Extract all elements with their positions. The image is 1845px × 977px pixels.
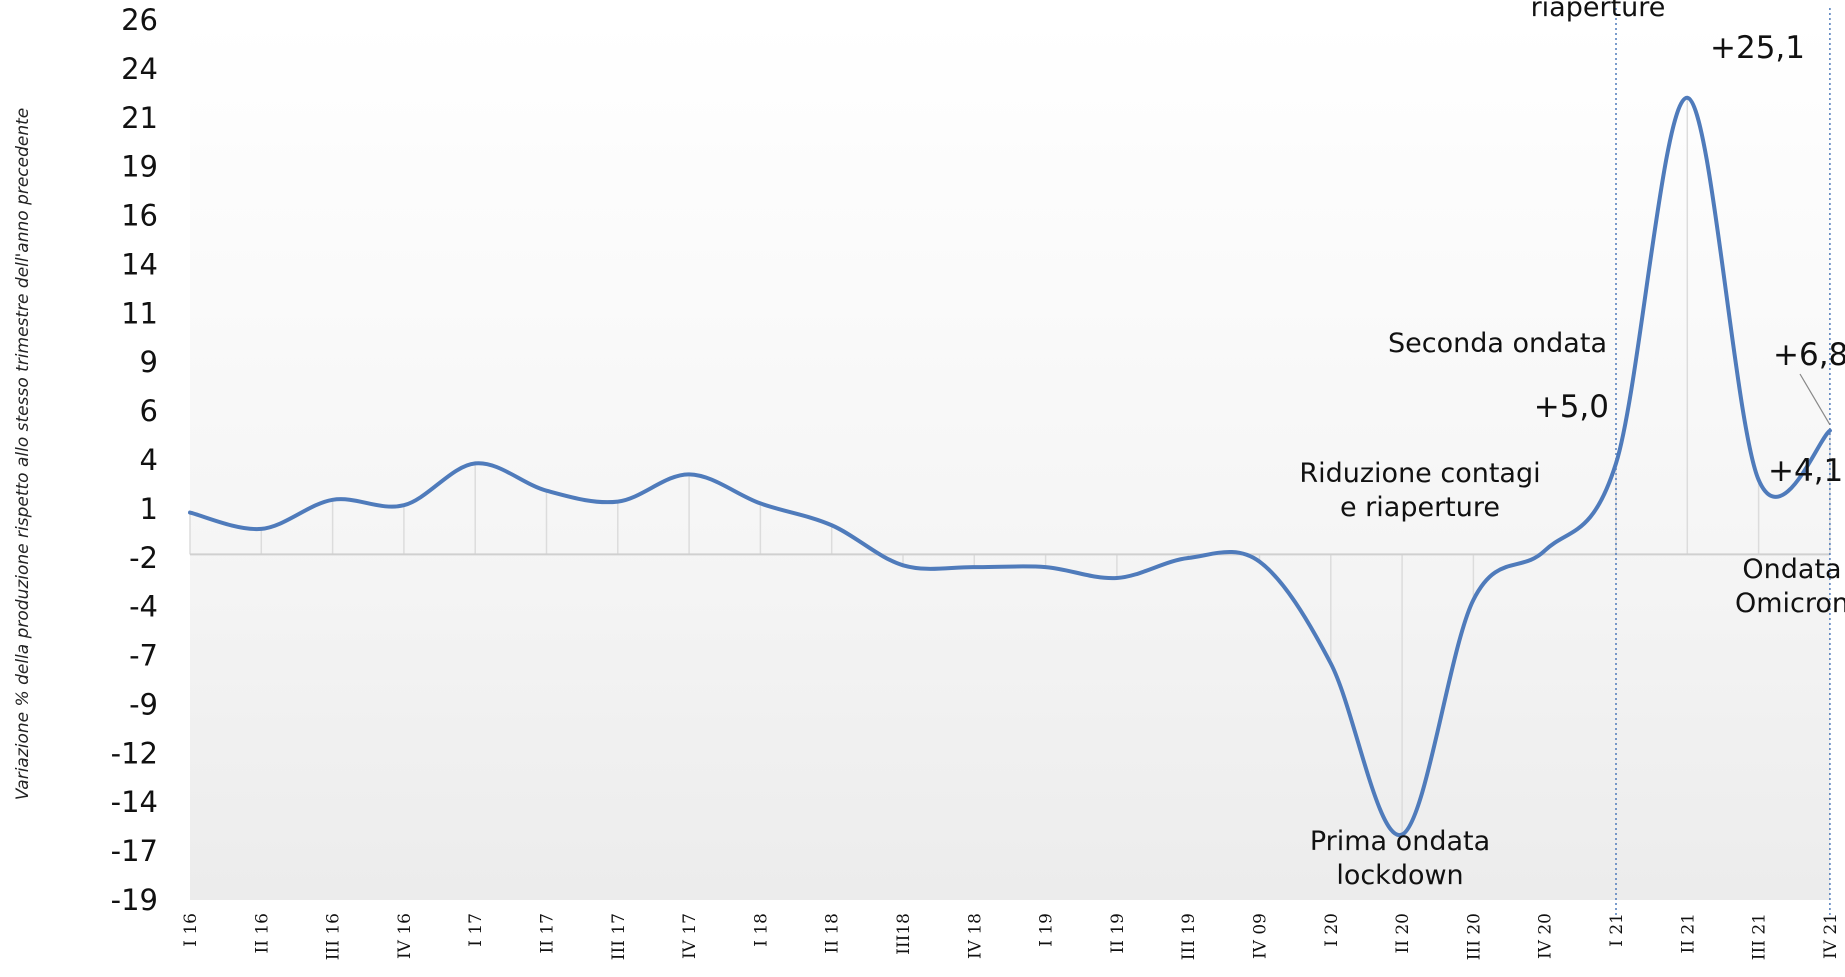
y-tick-label: -17 bbox=[111, 834, 158, 868]
y-tick-label: 1 bbox=[140, 492, 158, 526]
x-tick-label: II 21 bbox=[1678, 913, 1698, 953]
x-tick-label: I 16 bbox=[181, 913, 201, 947]
y-axis-ticks: 26 24 21 19 16 14 11 9 6 4 1 -2 -4 -7 -9 -12 -14 -17 -19 bbox=[111, 3, 158, 917]
annotations: Prima ondata lockdown Riduzione contagi e r… bbox=[1299, 0, 1845, 891]
x-tick-label: II 20 bbox=[1393, 913, 1413, 953]
y-tick-label: 19 bbox=[121, 150, 158, 184]
value-label: +6,8 bbox=[1773, 337, 1845, 373]
y-tick-label: 6 bbox=[140, 394, 158, 428]
x-tick-label: I 21 bbox=[1607, 913, 1627, 947]
x-tick-label: III 16 bbox=[324, 913, 344, 960]
annotation-riduzione: Riduzione contagi e riaperture bbox=[1299, 458, 1540, 523]
x-tick-label: III 17 bbox=[609, 913, 629, 960]
x-tick-label: IV 16 bbox=[395, 913, 415, 959]
x-tick-label: IV 20 bbox=[1536, 913, 1556, 959]
y-tick-label: -14 bbox=[111, 785, 158, 819]
y-tick-label: 16 bbox=[121, 199, 158, 233]
x-tick-label: I 19 bbox=[1037, 913, 1057, 947]
annotation-seconda: Seconda ondata bbox=[1388, 328, 1607, 359]
y-tick-label: -7 bbox=[129, 639, 158, 673]
y-tick-label: 4 bbox=[140, 443, 158, 477]
x-tick-label: I 17 bbox=[466, 913, 486, 947]
x-tick-label: I 20 bbox=[1322, 913, 1342, 947]
y-axis-label: Variazione % della produzione rispetto a… bbox=[13, 108, 33, 801]
series-line bbox=[188, 95, 1832, 837]
x-tick-label: III 20 bbox=[1464, 913, 1484, 960]
x-tick-label: II 18 bbox=[823, 913, 843, 953]
y-tick-label: -2 bbox=[129, 541, 158, 575]
y-tick-label: 14 bbox=[121, 247, 158, 281]
y-tick-label: 26 bbox=[121, 3, 158, 37]
x-tick-label: III18 bbox=[894, 913, 914, 955]
vertical-gridlines bbox=[189, 97, 1831, 835]
plot-background bbox=[190, 20, 1830, 900]
x-axis-ticks: I 16 II 16 III 16 IV 16 I 17 II 17 III 17 IV 17… bbox=[181, 913, 1841, 960]
y-tick-label: -9 bbox=[129, 687, 158, 721]
value-label: +5,0 bbox=[1534, 389, 1609, 425]
x-tick-label: II 17 bbox=[538, 913, 558, 953]
x-tick-label: IV 09 bbox=[1251, 913, 1271, 959]
value-label: +25,1 bbox=[1710, 30, 1805, 66]
y-tick-label: 24 bbox=[121, 52, 158, 86]
annotation-omicron: Ondata Omicron bbox=[1735, 554, 1845, 619]
x-tick-label: IV 17 bbox=[680, 913, 700, 959]
x-tick-label: IV 21 bbox=[1821, 913, 1841, 959]
annotation-riaperture: riaperture bbox=[1531, 0, 1666, 23]
y-tick-label: 21 bbox=[121, 101, 158, 135]
value-label: +4,1 bbox=[1768, 453, 1843, 489]
y-tick-label: 11 bbox=[121, 296, 158, 330]
y-tick-label: -19 bbox=[111, 883, 158, 917]
x-tick-label: II 19 bbox=[1108, 913, 1128, 953]
y-tick-label: -12 bbox=[111, 736, 158, 770]
annotation-prima: Prima ondata lockdown bbox=[1310, 826, 1490, 891]
x-tick-label: III 19 bbox=[1179, 913, 1199, 960]
x-tick-label: II 16 bbox=[252, 913, 272, 953]
x-tick-label: I 18 bbox=[751, 913, 771, 947]
x-tick-label: IV 18 bbox=[965, 913, 985, 959]
y-tick-label: -4 bbox=[129, 590, 158, 624]
value-labels: +5,0 +25,1 +4,1 +6,8 bbox=[1534, 30, 1845, 489]
x-tick-label: III 21 bbox=[1750, 913, 1770, 960]
y-tick-label: 9 bbox=[140, 345, 158, 379]
leader-line bbox=[1799, 373, 1831, 425]
